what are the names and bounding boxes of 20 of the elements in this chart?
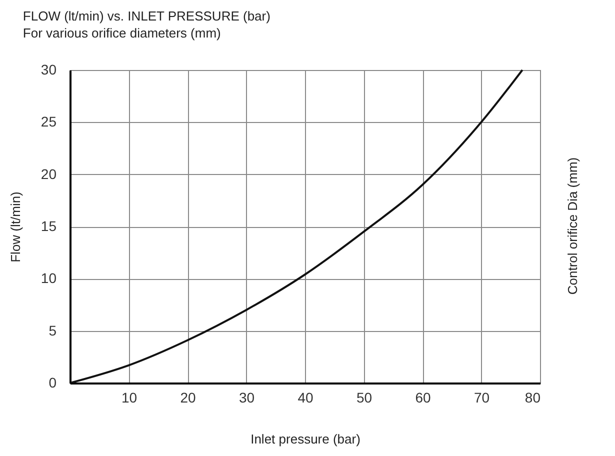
chart-title: FLOW (lt/min) vs. INLET PRESSURE (bar)	[22, 8, 270, 24]
y-tick-label: 30	[40, 62, 57, 78]
x-tick-label: 40	[298, 390, 314, 406]
y-tick-label: 15	[40, 218, 57, 234]
y-axis-title: Flow (lt/min)	[8, 192, 23, 262]
y-tick-label: 5	[48, 322, 57, 338]
x-tick-label: 70	[474, 390, 490, 406]
y-tick-label: 20	[40, 166, 57, 182]
x-tick-label: 20	[180, 390, 196, 406]
x-axis-title: Inlet pressure (bar)	[250, 432, 360, 446]
x-tick-label: 80	[524, 390, 541, 406]
y2-axis-title: Control orifice Dia (mm)	[565, 157, 580, 295]
x-tick-label: 50	[356, 390, 372, 406]
chart-subtitle: For various orifice diameters (mm)	[22, 26, 221, 40]
y-tick-label: 0	[48, 374, 57, 390]
y-tick-label: 25	[40, 114, 57, 130]
x-tick-label: 30	[238, 390, 255, 406]
y-tick-label: 10	[40, 270, 57, 286]
x-tick-label: 10	[121, 390, 138, 406]
x-tick-label: 60	[415, 390, 431, 406]
